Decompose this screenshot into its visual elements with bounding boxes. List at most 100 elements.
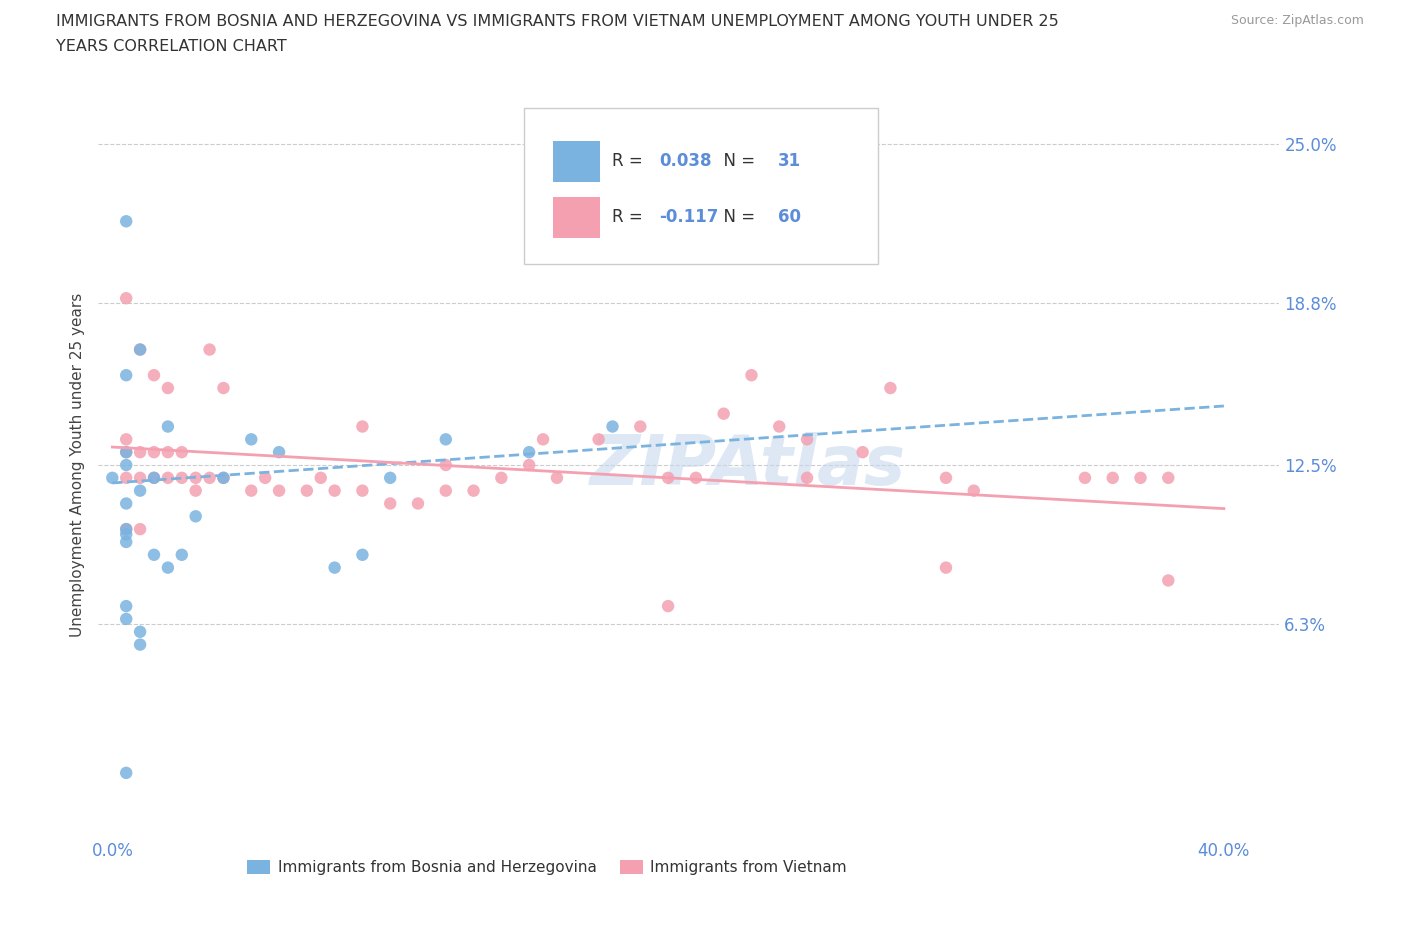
Point — [198, 342, 221, 357]
Point — [768, 419, 790, 434]
Point — [212, 380, 235, 395]
Point — [115, 522, 138, 537]
Text: IMMIGRANTS FROM BOSNIA AND HERZEGOVINA VS IMMIGRANTS FROM VIETNAM UNEMPLOYMENT A: IMMIGRANTS FROM BOSNIA AND HERZEGOVINA V… — [56, 14, 1059, 29]
Y-axis label: Unemployment Among Youth under 25 years: Unemployment Among Youth under 25 years — [69, 293, 84, 637]
Text: R =: R = — [612, 208, 648, 226]
Text: 60: 60 — [778, 208, 800, 226]
Point — [323, 560, 346, 575]
Point — [129, 342, 152, 357]
Point — [380, 471, 402, 485]
Point — [434, 458, 457, 472]
Point — [156, 560, 179, 575]
Point — [546, 471, 568, 485]
Point — [657, 471, 679, 485]
Point — [115, 367, 138, 382]
FancyBboxPatch shape — [523, 108, 877, 264]
Point — [115, 432, 138, 446]
Point — [852, 445, 875, 459]
Point — [323, 484, 346, 498]
Point — [491, 471, 513, 485]
Point — [198, 471, 221, 485]
Point — [796, 471, 818, 485]
Point — [1157, 471, 1180, 485]
Point — [184, 471, 207, 485]
Point — [170, 471, 193, 485]
Point — [1101, 471, 1123, 485]
Point — [796, 432, 818, 446]
Point — [517, 458, 540, 472]
Point — [129, 637, 152, 652]
Point — [129, 445, 152, 459]
Point — [434, 484, 457, 498]
Point — [212, 471, 235, 485]
Point — [143, 471, 166, 485]
Point — [463, 484, 485, 498]
Point — [129, 484, 152, 498]
Text: R =: R = — [612, 153, 648, 170]
Text: 0.038: 0.038 — [659, 153, 711, 170]
Text: -0.117: -0.117 — [659, 208, 718, 226]
FancyBboxPatch shape — [553, 141, 600, 182]
Point — [309, 471, 332, 485]
Point — [170, 548, 193, 563]
Point — [115, 765, 138, 780]
FancyBboxPatch shape — [553, 197, 600, 238]
Point — [713, 406, 735, 421]
Point — [740, 367, 762, 382]
Point — [295, 484, 318, 498]
Legend: Immigrants from Bosnia and Herzegovina, Immigrants from Vietnam: Immigrants from Bosnia and Herzegovina, … — [242, 854, 853, 882]
Text: YEARS CORRELATION CHART: YEARS CORRELATION CHART — [56, 39, 287, 54]
Point — [115, 599, 138, 614]
Point — [143, 548, 166, 563]
Point — [115, 522, 138, 537]
Point — [184, 509, 207, 524]
Point — [1074, 471, 1097, 485]
Point — [254, 471, 277, 485]
Point — [115, 445, 138, 459]
Point — [212, 471, 235, 485]
Point — [380, 496, 402, 511]
Point — [101, 471, 124, 485]
Text: ZIPAtlas: ZIPAtlas — [591, 432, 905, 498]
Point — [156, 471, 179, 485]
Point — [879, 380, 901, 395]
Point — [115, 535, 138, 550]
Point — [115, 612, 138, 627]
Point — [935, 560, 957, 575]
Point — [143, 471, 166, 485]
Point — [156, 445, 179, 459]
Point — [143, 367, 166, 382]
Text: Source: ZipAtlas.com: Source: ZipAtlas.com — [1230, 14, 1364, 27]
Text: N =: N = — [713, 153, 759, 170]
Point — [143, 445, 166, 459]
Point — [963, 484, 986, 498]
Point — [352, 419, 374, 434]
Point — [240, 484, 263, 498]
Point — [184, 484, 207, 498]
Point — [115, 496, 138, 511]
Point — [935, 471, 957, 485]
Point — [129, 522, 152, 537]
Point — [657, 599, 679, 614]
Point — [129, 624, 152, 639]
Point — [129, 471, 152, 485]
Point — [115, 458, 138, 472]
Point — [267, 484, 290, 498]
Text: N =: N = — [713, 208, 759, 226]
Point — [406, 496, 429, 511]
Point — [156, 380, 179, 395]
Text: 31: 31 — [778, 153, 800, 170]
Point — [1157, 573, 1180, 588]
Point — [588, 432, 610, 446]
Point — [129, 342, 152, 357]
Point — [115, 291, 138, 306]
Point — [156, 419, 179, 434]
Point — [352, 484, 374, 498]
Point — [1129, 471, 1152, 485]
Point — [240, 432, 263, 446]
Point — [531, 432, 554, 446]
Point — [115, 445, 138, 459]
Point — [115, 471, 138, 485]
Point — [602, 419, 624, 434]
Point — [267, 445, 290, 459]
